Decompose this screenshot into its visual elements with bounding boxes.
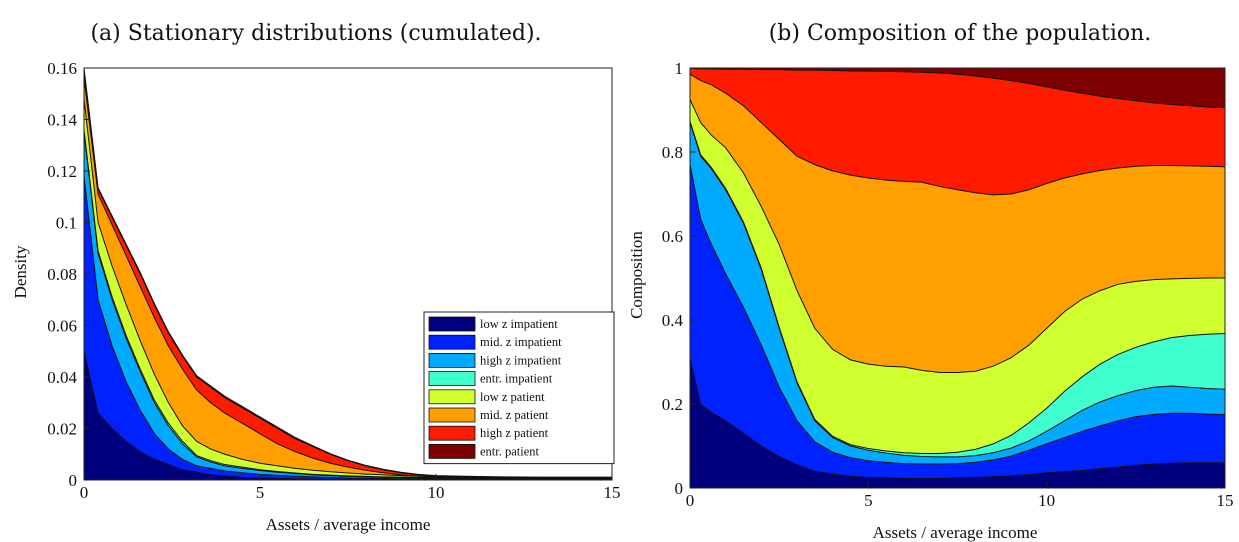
legend-entry: high z patient [480,426,549,440]
a-boundary-mid-z-patient [83,78,612,479]
legend-entry: entr. impatient [480,372,553,386]
a-ytick-label: 0.08 [47,265,77,284]
panel-b-ticks: 0 5 10 15 0 0.2 0.4 0.6 0.8 1 [662,59,1234,510]
legend-swatch [428,352,476,368]
a-ytick-label: 0.14 [47,111,77,130]
b-area-low-z-impatient [690,357,1225,488]
a-ytick-label: 0.06 [47,317,77,336]
b-ytick-label: 1 [675,59,684,78]
b-xtick-label: 10 [1038,491,1055,510]
b-xtick-label: 0 [686,491,695,510]
legend-entry: mid. z patient [480,408,549,422]
panel-b-axes-box [689,67,1226,489]
a-boundary-entr-impatient [83,129,612,479]
b-boundary-mid-z-impatient [689,164,1226,465]
a-boundary-high-z-impatient [83,132,612,480]
b-ytick-label: 0.8 [662,143,683,162]
b-xtick-label: 15 [1217,491,1234,510]
b-boundary-mid-z-patient [689,73,1226,196]
a-xtick-label: 5 [256,483,265,502]
panel-a-legend: low z impatient mid. z impatient high z im… [423,311,615,465]
legend-entry: low z impatient [480,317,558,331]
b-ytick-label: 0.6 [662,227,683,246]
a-boundary-entr-patient [83,67,612,478]
legend-swatch [428,371,476,387]
b-area-entr-impatient [690,121,1225,488]
panel-a: (a) Stationary distributions (cumulated)… [11,21,621,534]
legend-swatch [428,389,476,405]
legend-swatch [428,316,476,332]
panel-b-title: (b) Composition of the population. [769,21,1152,46]
a-ytick-label: 0.12 [47,162,77,181]
a-ytick-label: 0 [69,471,78,490]
b-boundary-low-z-impatient [689,357,1225,479]
a-xtick-label: 15 [604,483,621,502]
b-ytick-label: 0 [675,479,684,498]
a-area-low-z-impatient [84,351,612,480]
a-xtick-label: 10 [428,483,445,502]
legend-swatch [428,407,476,423]
panel-a-title: (a) Stationary distributions (cumulated)… [90,21,541,46]
b-ytick-label: 0.4 [662,311,684,330]
panel-a-ticks: 0 5 10 15 0 0.02 0.04 0.06 0.08 0.1 0.12 0.14 0.16 [47,59,620,502]
b-boundary-low-z-patient [689,99,1225,373]
panel-b-boundaries [689,67,1226,479]
b-ytick-label: 0.2 [662,395,683,414]
panel-a-boundaries [83,67,613,481]
legend-entry: high z impatient [480,353,562,367]
a-boundary-high-z-patient [83,70,612,479]
legend-entry: entr. patient [480,444,540,458]
legend-swatch [428,443,476,459]
a-boundary-mid-z-impatient [83,176,612,480]
legend-entry: mid. z impatient [480,335,562,349]
panel-a-ylabel: Density [11,245,30,298]
a-xtick-label: 0 [80,483,89,502]
legend-entry: low z patient [480,390,545,404]
a-ytick-label: 0.02 [47,420,77,439]
panel-a-xlabel: Assets / average income [266,515,431,534]
b-boundary-high-z-patient [689,67,1226,109]
legend-swatch [428,425,476,441]
a-ytick-label: 0.04 [47,368,77,387]
a-ytick-label: 0.1 [56,214,77,233]
panel-b-areas [690,68,1225,489]
a-ytick-label: 0.16 [47,59,77,78]
panel-b-ylabel: Composition [627,231,646,319]
legend-swatch [428,334,476,350]
panel-b-xlabel: Assets / average income [873,523,1038,542]
panel-b: (b) Composition of the population. 0 5 10 1… [627,21,1234,542]
b-boundary-entr-impatient [689,121,1226,455]
b-xtick-label: 5 [864,491,873,510]
